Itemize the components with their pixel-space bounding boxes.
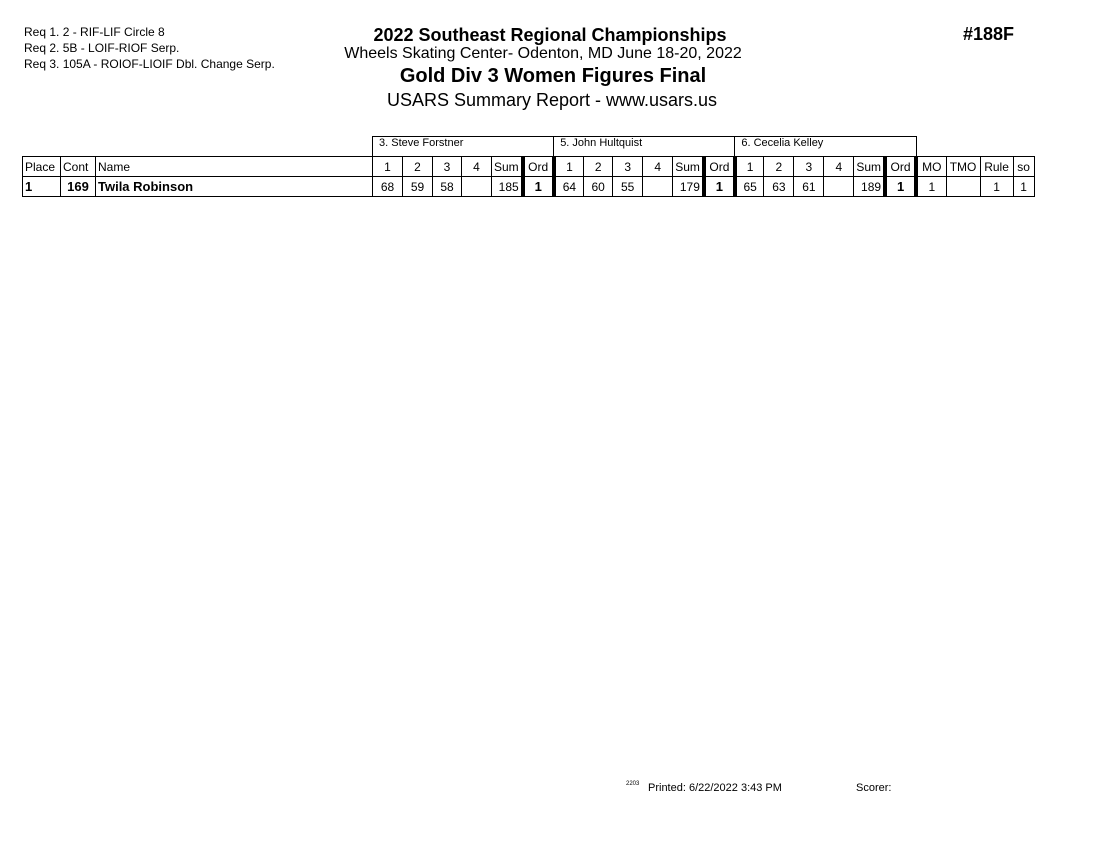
requirement-2: Req 2. 5B - LOIF-RIOF Serp.	[24, 41, 180, 55]
judge3-score-1: 65	[732, 176, 765, 197]
printed-date: Printed: 6/22/2022 3:43 PM	[648, 782, 782, 794]
col-mo: MO	[915, 156, 947, 177]
report-title: USARS Summary Report - www.usars.us	[386, 90, 718, 110]
col-judge2-sum: Sum	[672, 156, 705, 177]
judge2-score-sum: 179	[672, 176, 705, 197]
judge1-score-4	[461, 176, 492, 197]
footer-code: 2203	[626, 781, 640, 787]
results-table: 3. Steve Forstner 5. John Hultquist 6. C…	[22, 136, 1035, 197]
rule-value: 1	[979, 176, 1014, 197]
judge1-score-2: 59	[402, 176, 433, 197]
col-judge3-4: 4	[823, 156, 855, 177]
judge3-score-2: 63	[763, 176, 795, 197]
col-judge1-3: 3	[432, 156, 462, 177]
col-judge2-4: 4	[642, 156, 674, 177]
col-judge2-ord: Ord	[701, 156, 737, 177]
col-judge2-1: 1	[551, 156, 585, 177]
col-judge1-1: 1	[372, 156, 403, 177]
judge-3-name: 6. Cecelia Kelley	[734, 136, 917, 157]
judge1-score-ord: 1	[520, 176, 556, 197]
scorer-label: Scorer:	[856, 782, 892, 794]
col-judge3-2: 2	[763, 156, 795, 177]
event-title: Gold Div 3 Women Figures Final	[399, 65, 707, 87]
col-judge1-2: 2	[402, 156, 433, 177]
skater-name: Twila Robinson	[95, 176, 373, 197]
header-row: Place Cont Name 1 2 3 4 Sum Ord 1 2 3 4 Sum Ord 1 2 3 4…	[22, 156, 1035, 177]
col-cont: Cont	[60, 156, 96, 177]
cont: 169	[60, 176, 96, 197]
col-tmo: TMO	[945, 156, 981, 177]
judge2-score-2: 60	[583, 176, 614, 197]
judge3-score-4	[823, 176, 855, 197]
venue: Wheels Skating Center- Odenton, MD June …	[344, 45, 742, 62]
col-name: Name	[95, 156, 373, 177]
judge3-score-3: 61	[793, 176, 825, 197]
col-so: so	[1012, 156, 1035, 177]
tmo-value	[945, 176, 981, 197]
place: 1	[22, 176, 61, 197]
judge1-score-1: 68	[372, 176, 403, 197]
col-judge1-sum: Sum	[490, 156, 524, 177]
col-judge1-ord: Ord	[520, 156, 556, 177]
col-place: Place	[22, 156, 61, 177]
col-judge3-3: 3	[793, 156, 825, 177]
table-row: 1 169 Twila Robinson 68 59 58 185 1 64 60 55 179…	[22, 176, 1035, 197]
col-judge3-1: 1	[732, 156, 765, 177]
judge3-score-ord: 1	[883, 176, 919, 197]
col-rule: Rule	[979, 156, 1014, 177]
col-judge3-ord: Ord	[883, 156, 919, 177]
judge2-score-3: 55	[612, 176, 644, 197]
col-judge3-sum: Sum	[853, 156, 886, 177]
col-judge2-3: 3	[612, 156, 644, 177]
mo-value: 1	[915, 176, 947, 197]
page-title: 2022 Southeast Regional Championships	[373, 25, 727, 45]
judge2-score-4	[642, 176, 674, 197]
judge-2-name: 5. John Hultquist	[553, 136, 736, 157]
judge2-score-ord: 1	[701, 176, 737, 197]
requirement-1: Req 1. 2 - RIF-LIF Circle 8	[24, 25, 165, 39]
so-value: 1	[1012, 176, 1035, 197]
col-judge1-4: 4	[461, 156, 492, 177]
col-judge2-2: 2	[583, 156, 614, 177]
judge3-score-sum: 189	[853, 176, 886, 197]
judge1-score-3: 58	[432, 176, 462, 197]
event-number: #188F	[963, 24, 1015, 44]
requirement-3: Req 3. 105A - ROIOF-LIOIF Dbl. Change Se…	[24, 57, 275, 71]
judge2-score-1: 64	[551, 176, 585, 197]
judge-1-name: 3. Steve Forstner	[371, 136, 555, 157]
judge1-score-sum: 185	[490, 176, 524, 197]
